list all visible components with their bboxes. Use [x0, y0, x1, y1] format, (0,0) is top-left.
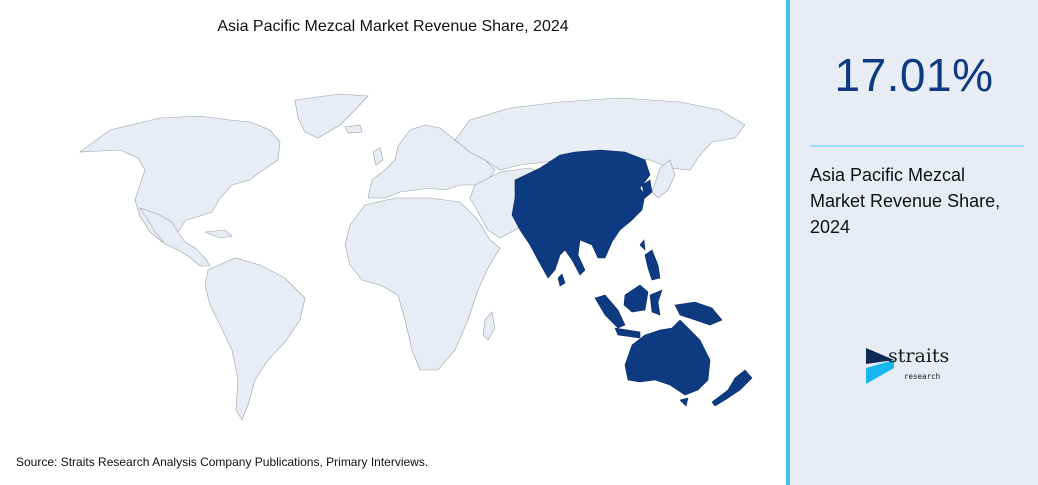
chart-title: Asia Pacific Mezcal Market Revenue Share…	[217, 18, 569, 35]
panel-divider	[810, 145, 1024, 147]
asia-pacific-region	[511, 149, 753, 407]
logo-sub: research	[904, 372, 941, 381]
logo-name: straits	[888, 345, 950, 367]
source-label: Source:	[16, 455, 58, 469]
straits-research-logo: straits research	[866, 345, 976, 388]
world-map	[79, 93, 753, 421]
source-note: Source: Straits Research Analysis Compan…	[16, 455, 428, 469]
share-value: 17.01%	[834, 49, 994, 101]
stat-panel: 17.01% Asia Pacific Mezcal Market Revenu…	[786, 0, 1038, 485]
chart-area: Asia Pacific Mezcal Market Revenue Share…	[16, 18, 753, 469]
source-text: Straits Research Analysis Company Public…	[57, 455, 429, 469]
logo-chevron-icon	[866, 348, 894, 384]
share-description: Asia Pacific Mezcal Market Revenue Share…	[810, 165, 1001, 237]
